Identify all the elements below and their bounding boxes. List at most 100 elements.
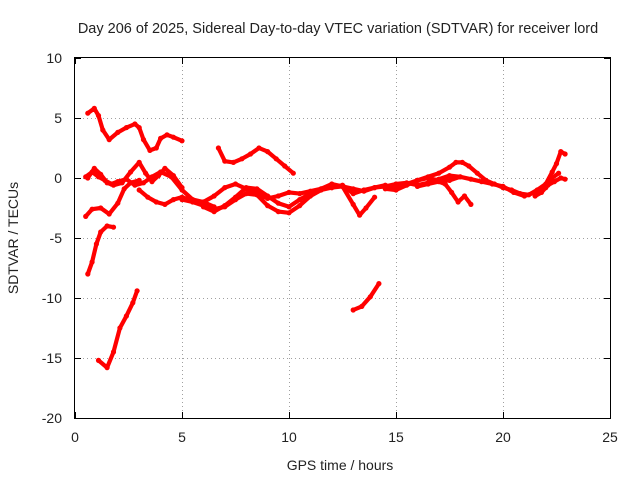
data-point [562, 176, 568, 182]
series-trace [351, 281, 381, 313]
data-point [551, 179, 558, 185]
series-track-b [215, 145, 296, 176]
data-point [243, 185, 249, 191]
data-point [102, 177, 108, 183]
data-point [100, 127, 106, 133]
data-point [414, 177, 420, 183]
y-tick-label: -10 [42, 290, 62, 306]
data-point [145, 194, 151, 200]
data-point [363, 205, 369, 211]
data-point [491, 181, 497, 187]
data-point [179, 138, 185, 144]
data-point [265, 203, 271, 209]
data-point [286, 210, 292, 216]
data-point [538, 189, 545, 195]
data-point [106, 211, 112, 217]
data-point [461, 193, 468, 199]
data-point [376, 281, 382, 287]
data-point [190, 199, 196, 205]
data-point [110, 349, 117, 355]
data-point [265, 193, 271, 199]
data-point [466, 163, 472, 169]
data-point [307, 191, 313, 197]
data-point [123, 313, 129, 319]
series-trace [83, 169, 217, 209]
x-tick-label: 0 [71, 429, 79, 445]
data-point [115, 129, 121, 135]
data-point [425, 174, 431, 180]
data-point [532, 193, 538, 199]
data-point [140, 180, 147, 186]
data-point [436, 170, 442, 176]
data-point [200, 204, 206, 210]
data-point [526, 192, 532, 198]
data-point [158, 135, 164, 141]
data-point [297, 203, 303, 209]
data-point [449, 189, 455, 195]
data-point [232, 181, 239, 187]
data-series-layer [83, 105, 568, 371]
data-point [104, 365, 110, 371]
data-point [104, 223, 110, 229]
data-point [232, 194, 239, 200]
data-point [98, 205, 104, 211]
data-point [517, 191, 523, 197]
data-point [222, 203, 228, 209]
data-point [534, 187, 540, 193]
x-tick-label: 25 [602, 429, 618, 445]
data-point [153, 145, 159, 151]
data-point [414, 183, 420, 189]
data-point [446, 164, 453, 170]
data-point [121, 186, 127, 192]
data-point [91, 105, 97, 111]
data-point [211, 209, 217, 215]
y-tick-label: 10 [46, 50, 62, 66]
data-point [275, 193, 281, 199]
series-track-e [83, 177, 142, 219]
data-point [297, 197, 303, 203]
data-point [149, 179, 155, 185]
data-point [265, 149, 271, 155]
data-point [179, 187, 185, 193]
data-point [393, 187, 399, 193]
y-tick-label: -20 [42, 410, 62, 426]
data-point [446, 177, 453, 183]
data-point [545, 182, 551, 188]
data-point [275, 200, 281, 206]
data-point [130, 300, 136, 306]
data-point [170, 134, 176, 140]
series-track-a [85, 105, 185, 153]
data-point [455, 199, 461, 205]
data-point [162, 201, 168, 207]
tick-labels: 0 5 10 15 20 25 -20 -15 -10 -5 0 5 10 [42, 50, 618, 445]
data-point [110, 224, 117, 230]
data-point [149, 174, 155, 180]
data-point [164, 132, 170, 138]
data-point [153, 199, 159, 205]
x-tick-label: 20 [495, 429, 511, 445]
data-point [468, 201, 474, 207]
data-point [453, 159, 459, 165]
data-point [222, 158, 228, 164]
data-point [474, 170, 480, 176]
grid-lines [75, 58, 610, 418]
x-tick-label: 10 [281, 429, 297, 445]
data-point [134, 288, 140, 294]
data-point [128, 169, 134, 175]
y-tick-label: -15 [42, 350, 62, 366]
data-point [117, 325, 123, 331]
data-point [558, 149, 564, 155]
data-point [457, 174, 463, 180]
data-point [350, 201, 356, 207]
data-point [318, 186, 324, 192]
data-point [89, 169, 95, 175]
data-point [89, 259, 95, 265]
data-point [143, 170, 149, 176]
data-point [483, 177, 489, 183]
data-point [211, 193, 217, 199]
data-point [290, 170, 296, 176]
data-point [168, 174, 174, 180]
data-point [243, 191, 249, 197]
